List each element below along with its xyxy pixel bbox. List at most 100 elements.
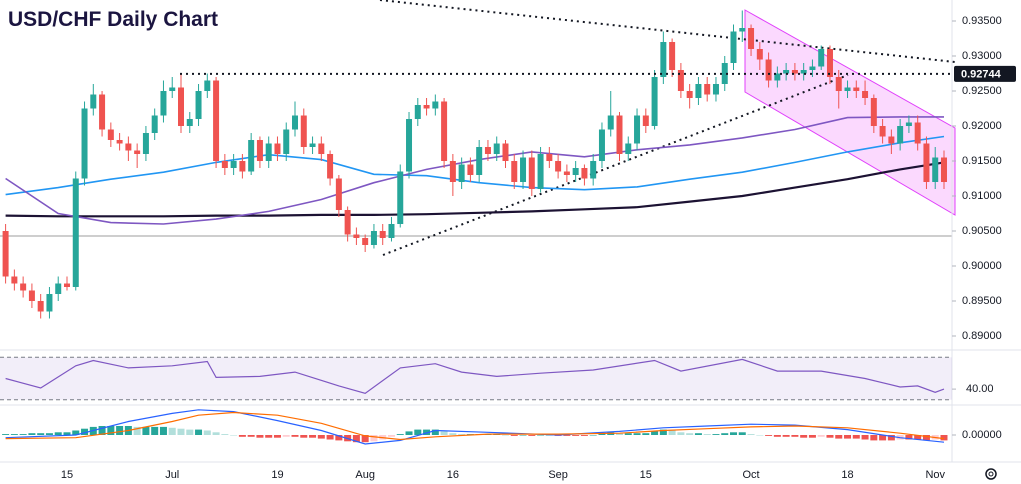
- macd-histogram: [28, 433, 36, 435]
- candle-body: [458, 164, 465, 182]
- candle-body: [528, 157, 535, 189]
- macd-histogram: [589, 435, 597, 436]
- candle-body: [186, 119, 193, 126]
- macd-histogram: [449, 433, 457, 435]
- candle-body: [432, 101, 439, 109]
- candle-body: [335, 178, 342, 210]
- candle-body: [99, 94, 106, 130]
- candle-body: [818, 49, 825, 67]
- y-tick-label: 40.00: [966, 383, 994, 395]
- macd-histogram: [633, 433, 641, 435]
- candle-body: [897, 126, 904, 144]
- y-tick-label: 0.90000: [962, 260, 1002, 272]
- macd-histogram: [177, 428, 185, 435]
- macd-histogram: [361, 435, 369, 443]
- candle-body: [11, 276, 18, 284]
- macd-histogram: [387, 435, 395, 437]
- candle-body: [327, 154, 334, 179]
- candle-body: [274, 143, 281, 154]
- candle-body: [774, 73, 781, 81]
- macd-histogram: [800, 435, 808, 438]
- macd-histogram: [396, 434, 404, 435]
- channel: [744, 9, 956, 216]
- candle-body: [730, 31, 737, 63]
- y-tick-label: 0.93000: [962, 50, 1002, 62]
- candle-body: [256, 140, 263, 161]
- macd-histogram: [186, 429, 194, 435]
- candle-body: [397, 171, 404, 224]
- macd-histogram: [19, 434, 27, 435]
- macd-histogram: [580, 435, 588, 436]
- macd-histogram: [572, 435, 580, 436]
- candle-body: [598, 129, 605, 161]
- macd-histogram: [659, 429, 667, 435]
- macd-histogram: [598, 433, 606, 435]
- candle-body: [590, 161, 597, 179]
- macd-histogram: [335, 435, 343, 441]
- macd-histogram: [756, 435, 764, 436]
- macd-histogram: [519, 435, 527, 436]
- macd-histogram: [940, 435, 948, 441]
- candle-body: [853, 87, 860, 91]
- macd-histogram: [133, 426, 141, 435]
- macd-histogram: [721, 433, 729, 435]
- candle-body: [151, 115, 158, 133]
- candle-body: [55, 283, 62, 294]
- x-tick-label: 19: [271, 469, 283, 481]
- candle-body: [28, 290, 35, 301]
- x-tick-label: 15: [61, 469, 73, 481]
- candle-body: [835, 77, 842, 91]
- macd-histogram: [703, 434, 711, 435]
- candle-body: [72, 178, 79, 287]
- macd-histogram: [879, 435, 887, 441]
- macd-histogram: [922, 435, 930, 441]
- x-tick-label: Nov: [925, 469, 945, 481]
- candle-body: [344, 210, 351, 235]
- candle-body: [37, 301, 44, 312]
- candle-body: [142, 133, 149, 154]
- candle-body: [923, 143, 930, 182]
- macd-histogram: [817, 435, 825, 437]
- macd-histogram: [738, 432, 746, 435]
- candle-body: [537, 154, 544, 189]
- candle-body: [844, 87, 851, 91]
- candle-body: [134, 150, 141, 154]
- candle-body: [765, 59, 772, 81]
- candle-body: [660, 42, 667, 77]
- macd-histogram: [265, 435, 273, 438]
- macd-histogram: [72, 430, 80, 435]
- candle-body: [441, 101, 448, 161]
- candle-body: [63, 283, 70, 287]
- macd-histogram: [81, 428, 89, 435]
- macd-histogram: [826, 435, 834, 438]
- y-tick-label: 0.91500: [962, 155, 1002, 167]
- macd-histogram: [510, 435, 518, 436]
- macd-histogram: [2, 434, 10, 435]
- macd-histogram: [844, 435, 852, 439]
- macd-histogram: [808, 435, 816, 438]
- settings-icon[interactable]: [985, 468, 997, 480]
- candle-body: [169, 87, 176, 91]
- macd-histogram: [747, 434, 755, 435]
- candle-body: [879, 126, 886, 137]
- macd-histogram: [712, 434, 720, 435]
- candle-body: [318, 143, 325, 154]
- macd-histogram: [440, 431, 448, 435]
- macd-histogram: [852, 435, 860, 439]
- candle-body: [467, 164, 474, 175]
- settings-icon[interactable]: [985, 468, 997, 480]
- candle-body: [634, 115, 641, 144]
- macd-histogram: [203, 430, 211, 435]
- y-tick-label: 0.91000: [962, 190, 1002, 202]
- macd-histogram: [624, 433, 632, 435]
- annotations: [0, 0, 1021, 463]
- candle-body: [353, 234, 360, 238]
- macd-histogram: [273, 435, 281, 438]
- candle-body: [546, 154, 553, 161]
- candle-body: [677, 70, 684, 91]
- macd-histogram: [528, 435, 536, 436]
- candle-body: [2, 231, 9, 277]
- candle-body: [414, 105, 421, 119]
- candle-body: [511, 161, 518, 182]
